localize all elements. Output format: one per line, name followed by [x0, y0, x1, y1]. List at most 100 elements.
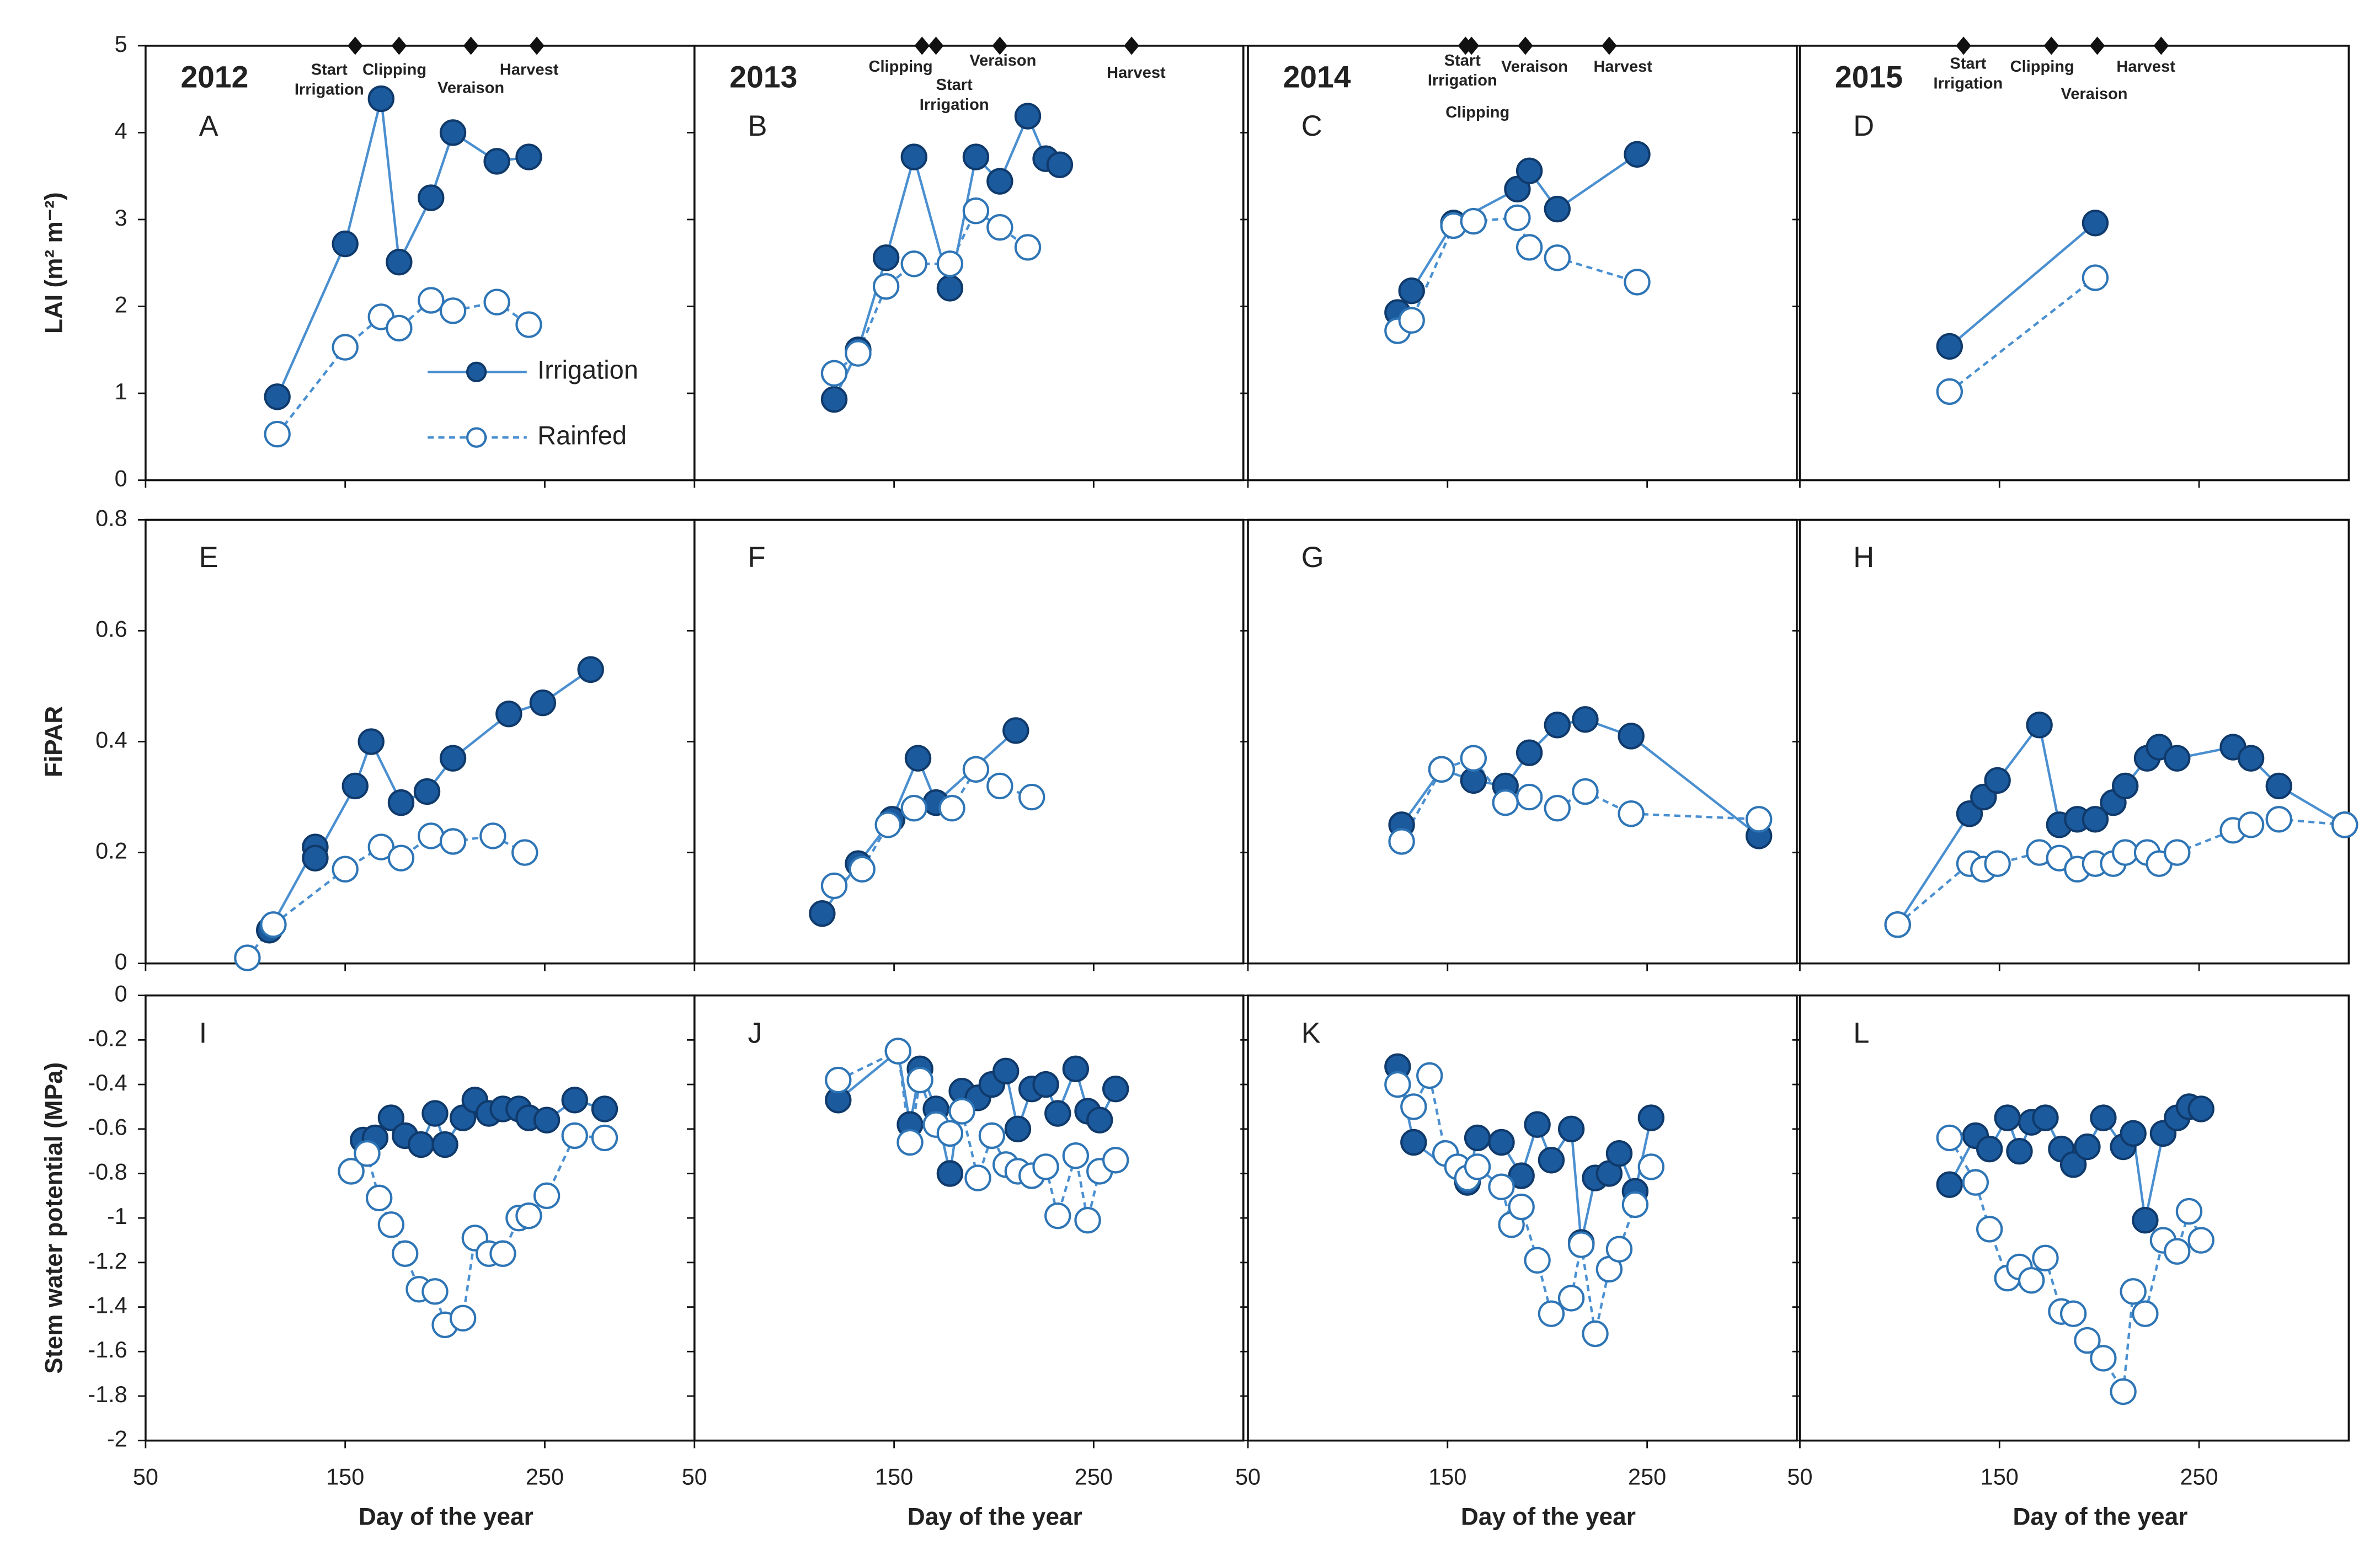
data-point [533, 1182, 561, 1210]
data-point [820, 872, 848, 900]
data-point [365, 1184, 393, 1212]
data-point [357, 728, 385, 755]
data-point [962, 197, 990, 224]
data-point [1504, 204, 1531, 232]
data-point [418, 822, 445, 849]
y-tick-label: -0.8 [88, 1158, 127, 1184]
panel-frame [1799, 518, 2350, 965]
data-point [986, 213, 1013, 241]
data-point [1936, 1171, 1963, 1198]
series-group [820, 103, 1074, 413]
data-point [2032, 1104, 2059, 1131]
series-group [1936, 210, 2109, 405]
panel-frame [693, 518, 1245, 965]
data-point [1062, 1142, 1090, 1169]
data-point [479, 822, 506, 849]
series-line [837, 1049, 1117, 1221]
data-point [354, 1140, 381, 1167]
data-point [264, 383, 291, 410]
data-point [332, 856, 359, 883]
x-axis-label: Day of the year [2013, 1503, 2187, 1530]
data-point [948, 1098, 975, 1125]
panel-letter: F [748, 541, 766, 574]
data-point [529, 689, 557, 717]
data-point [1568, 1231, 1595, 1258]
x-tick-label: 50 [1235, 1464, 1261, 1490]
x-tick-label: 250 [1628, 1464, 1666, 1490]
data-point [2265, 772, 2292, 800]
event-marker [914, 36, 930, 55]
series-group [825, 1038, 1129, 1234]
event-marker [1464, 36, 1480, 55]
data-point [1460, 767, 1487, 794]
data-point [533, 1106, 561, 1134]
y-tick-label: -1.6 [88, 1337, 127, 1362]
data-point [2006, 1137, 2033, 1165]
y-tick-label: 0 [115, 981, 127, 1007]
data-point [1460, 207, 1487, 235]
data-point [2120, 1120, 2147, 1147]
event-marker [529, 36, 545, 55]
data-point [387, 844, 415, 872]
data-point [1624, 141, 1651, 168]
data-point [1504, 175, 1531, 203]
data-point [1014, 234, 1042, 261]
event-label: Veraison [2061, 85, 2128, 104]
data-point [1936, 1124, 1963, 1152]
data-point [367, 85, 394, 113]
data-point [1984, 767, 2011, 794]
data-point [1508, 1162, 1535, 1189]
data-point [264, 420, 291, 448]
data-point [900, 794, 927, 822]
y-tick-label: 0 [115, 949, 127, 975]
data-point [1464, 1153, 1491, 1180]
data-point [377, 1211, 405, 1238]
year-label: 2013 [729, 60, 797, 94]
data-point [1460, 745, 1487, 772]
data-point [1624, 269, 1651, 296]
data-point [1984, 850, 2011, 877]
data-point [2074, 1133, 2101, 1161]
data-point [2164, 745, 2191, 772]
x-axis-label: Day of the year [359, 1503, 533, 1530]
event-label-box: Harvest [500, 61, 558, 79]
data-point [1515, 739, 1543, 766]
x-tick-label: 250 [526, 1464, 564, 1490]
data-point [591, 1095, 618, 1122]
y-tick-label: -0.4 [88, 1070, 127, 1095]
data-point [511, 839, 538, 866]
panel-letter: E [199, 541, 218, 574]
event-label-box: Harvest [2116, 58, 2175, 76]
panel-frame [145, 45, 696, 482]
data-point [332, 334, 359, 361]
data-point [1515, 157, 1543, 184]
event-label: Veraison [437, 79, 505, 98]
data-point [1524, 1247, 1551, 1274]
data-point [2026, 712, 2053, 739]
data-point [2090, 1104, 2117, 1131]
data-point [1416, 1062, 1443, 1089]
data-point [936, 275, 964, 302]
data-point [1062, 1055, 1090, 1083]
event-label-box: Clipping [2010, 58, 2074, 76]
data-point [2032, 1244, 2059, 1271]
data-point [2082, 210, 2109, 237]
data-point [515, 1202, 542, 1229]
data-point [992, 1057, 1020, 1085]
event-label: Veraison [969, 51, 1037, 71]
data-point [1044, 1202, 1071, 1229]
y-tick-label: 3 [115, 205, 127, 231]
event-label: Harvest [1593, 58, 1652, 77]
event-marker [1602, 36, 1617, 55]
y-axis-label: LAI (m² m⁻²) [41, 192, 68, 334]
series-group [1388, 706, 1773, 855]
data-point [2331, 811, 2358, 838]
data-point [1004, 1115, 1032, 1142]
event-label: Start Irrigation [919, 76, 989, 114]
data-point [418, 184, 445, 211]
series-line [1949, 276, 2096, 393]
data-point [1605, 1140, 1633, 1167]
data-point [904, 745, 932, 772]
panel-frame [693, 45, 1245, 482]
data-point [1044, 1100, 1071, 1127]
